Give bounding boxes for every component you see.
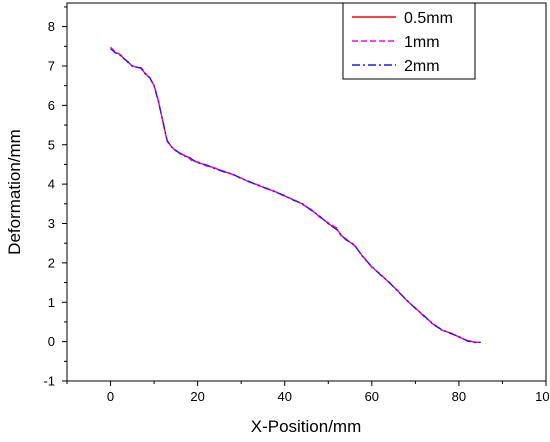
y-tick-label: 0 xyxy=(48,334,55,349)
y-tick-label: 8 xyxy=(48,19,55,34)
x-tick-label: 0 xyxy=(107,389,114,404)
legend-label: 2mm xyxy=(404,58,440,75)
legend: 0.5mm 1mm 2mm xyxy=(342,2,476,80)
legend-label: 0.5mm xyxy=(404,10,453,27)
series-line-2mm xyxy=(110,48,481,344)
y-tick-label: 3 xyxy=(48,216,55,231)
legend-label: 1mm xyxy=(404,34,440,51)
x-axis-ticks: 0 20 40 60 80 100 xyxy=(66,381,550,404)
series-line-1mm xyxy=(110,46,481,344)
y-tick-label: 1 xyxy=(48,295,55,310)
x-axis-label: X-Position/mm xyxy=(251,417,362,436)
y-tick-label: -1 xyxy=(43,374,55,389)
x-tick-label: 60 xyxy=(365,389,379,404)
y-tick-label: 2 xyxy=(48,255,55,270)
series-layer xyxy=(110,46,481,344)
x-tick-label: 100 xyxy=(535,389,550,404)
y-tick-label: 6 xyxy=(48,98,55,113)
y-axis-label: Deformation/mm xyxy=(5,129,24,255)
x-tick-label: 20 xyxy=(190,389,204,404)
y-tick-label: 4 xyxy=(48,177,55,192)
y-axis-ticks: -1 0 1 2 3 4 5 6 7 8 xyxy=(43,6,67,389)
y-tick-label: 7 xyxy=(48,59,55,74)
x-tick-label: 80 xyxy=(452,389,466,404)
x-tick-label: 40 xyxy=(277,389,291,404)
y-tick-label: 5 xyxy=(48,137,55,152)
series-line-0.5mm xyxy=(110,47,481,344)
plot-frame xyxy=(66,2,547,382)
